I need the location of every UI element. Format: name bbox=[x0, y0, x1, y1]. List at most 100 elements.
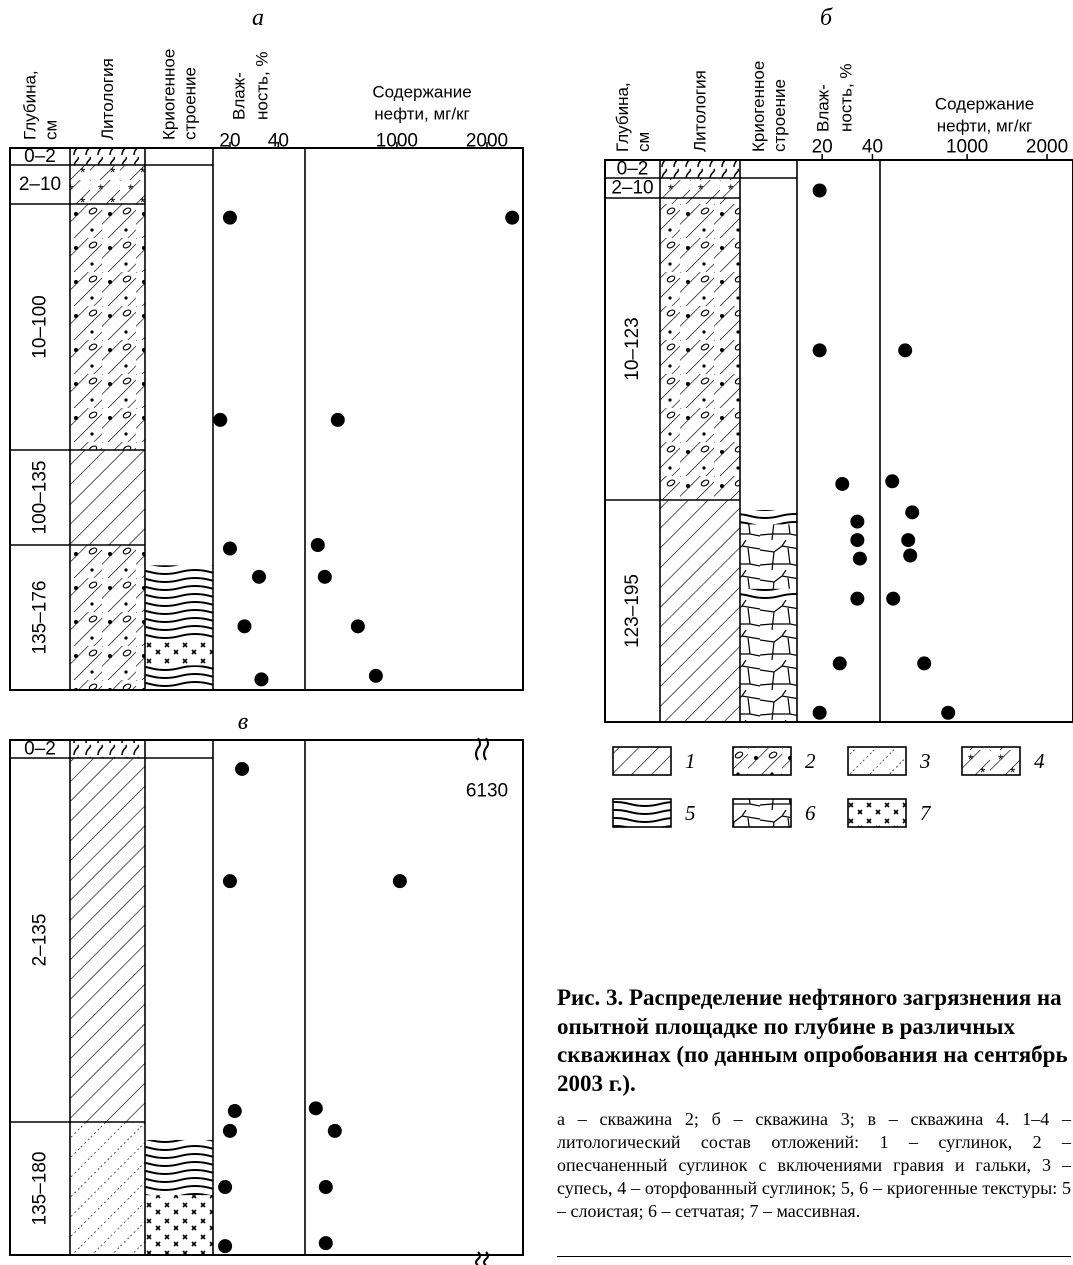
layer-label: 2–10 bbox=[611, 178, 653, 199]
panel-letter: а bbox=[252, 5, 264, 31]
tick-label: 20 bbox=[812, 137, 833, 158]
legend-swatch bbox=[848, 799, 906, 827]
legend-label: 5 bbox=[685, 801, 696, 825]
cryo-texture bbox=[145, 1195, 213, 1255]
legend-label: 4 bbox=[1034, 749, 1045, 773]
column-header: см bbox=[42, 120, 61, 140]
data-point bbox=[223, 874, 237, 888]
lithology-texture bbox=[70, 545, 145, 690]
column-header: Влаж- bbox=[230, 72, 249, 120]
data-point bbox=[228, 1104, 242, 1118]
column-header: нефти, мг/кг bbox=[937, 117, 1032, 136]
cryo-texture bbox=[145, 641, 213, 666]
column-header: Содержание bbox=[935, 95, 1034, 114]
axis-break bbox=[476, 738, 488, 760]
column-header: Литология bbox=[98, 58, 117, 140]
data-point bbox=[369, 669, 383, 683]
data-point bbox=[850, 533, 864, 547]
tick-label: 1000 bbox=[946, 137, 988, 158]
column-header: строение bbox=[770, 79, 789, 152]
caption: Рис. 3. Распределение нефтяного загрязне… bbox=[557, 984, 1071, 1223]
legend-label: 2 bbox=[805, 749, 816, 773]
rule bbox=[557, 1256, 1071, 1257]
legend-swatch bbox=[733, 747, 791, 775]
layer-label: 135–180 bbox=[30, 1152, 51, 1226]
column-header: ность, % bbox=[837, 63, 856, 132]
data-point bbox=[319, 1180, 333, 1194]
column-header: Глубина, bbox=[613, 82, 632, 152]
tick-label: 40 bbox=[268, 131, 289, 152]
data-point bbox=[853, 552, 867, 566]
data-point bbox=[331, 413, 345, 427]
tick-label: 2000 bbox=[466, 131, 508, 152]
cryo-texture bbox=[740, 510, 797, 524]
layer-label: 0–2 bbox=[617, 159, 649, 180]
data-point bbox=[213, 413, 227, 427]
column-header: Литология bbox=[691, 70, 710, 152]
data-point bbox=[505, 211, 519, 225]
lithology-texture bbox=[660, 198, 740, 500]
cryo-texture bbox=[145, 665, 213, 690]
data-point bbox=[813, 706, 827, 720]
data-point bbox=[218, 1239, 232, 1253]
lithology-texture bbox=[70, 148, 145, 165]
tick-label: 2000 bbox=[1026, 137, 1068, 158]
lithology-texture bbox=[70, 1122, 145, 1255]
column-header: Содержание bbox=[372, 83, 471, 102]
lithology-texture bbox=[660, 160, 740, 178]
legend-label: 7 bbox=[920, 801, 932, 825]
lithology-texture bbox=[70, 204, 145, 450]
cryo-texture bbox=[145, 565, 213, 640]
cryo-texture bbox=[740, 524, 797, 588]
data-point bbox=[328, 1124, 342, 1138]
data-point bbox=[223, 1124, 237, 1138]
lithology-texture bbox=[70, 450, 145, 545]
page: {"figure": { "panels": [ {"letter": "а",… bbox=[0, 0, 1073, 1265]
column-header: Криогенное bbox=[749, 61, 768, 152]
tick-label: 20 bbox=[219, 131, 240, 152]
layer-label: 123–195 bbox=[622, 574, 643, 648]
data-point bbox=[393, 874, 407, 888]
layer-label: 0–2 bbox=[24, 739, 56, 760]
legend-label: 6 bbox=[805, 801, 816, 825]
data-point bbox=[835, 477, 849, 491]
lithology-texture bbox=[660, 500, 740, 722]
cryo-texture bbox=[145, 1140, 213, 1195]
data-point bbox=[309, 1101, 323, 1115]
column-header: строение bbox=[181, 67, 200, 140]
data-point bbox=[850, 515, 864, 529]
data-point bbox=[318, 570, 332, 584]
layer-label: 2–135 bbox=[30, 914, 51, 967]
column-header: Глубина, bbox=[21, 70, 40, 140]
data-point bbox=[885, 474, 899, 488]
data-point bbox=[223, 542, 237, 556]
data-point bbox=[235, 762, 249, 776]
legend-swatch bbox=[613, 747, 671, 775]
axis-break bbox=[476, 1252, 488, 1265]
data-point bbox=[254, 672, 268, 686]
lithology-texture bbox=[660, 178, 740, 198]
data-point bbox=[941, 706, 955, 720]
data-point bbox=[886, 592, 900, 606]
legend-label: 3 bbox=[919, 749, 931, 773]
legend-swatch bbox=[848, 747, 906, 775]
data-point bbox=[833, 656, 847, 670]
column-header: Криогенное bbox=[160, 49, 179, 140]
layer-label: 10–123 bbox=[622, 317, 643, 380]
data-point bbox=[898, 343, 912, 357]
column-header: ность, % bbox=[253, 51, 272, 120]
off-scale-value: 6130 bbox=[466, 780, 508, 801]
lithology-texture bbox=[70, 165, 145, 204]
data-point bbox=[905, 505, 919, 519]
data-point bbox=[218, 1180, 232, 1194]
layer-label: 0–2 bbox=[24, 146, 56, 167]
lithology-texture bbox=[70, 758, 145, 1122]
caption-title: Рис. 3. Распределение нефтяного загрязне… bbox=[557, 984, 1071, 1098]
data-point bbox=[903, 549, 917, 563]
lithology-texture bbox=[70, 740, 145, 758]
legend-swatch bbox=[962, 747, 1020, 775]
